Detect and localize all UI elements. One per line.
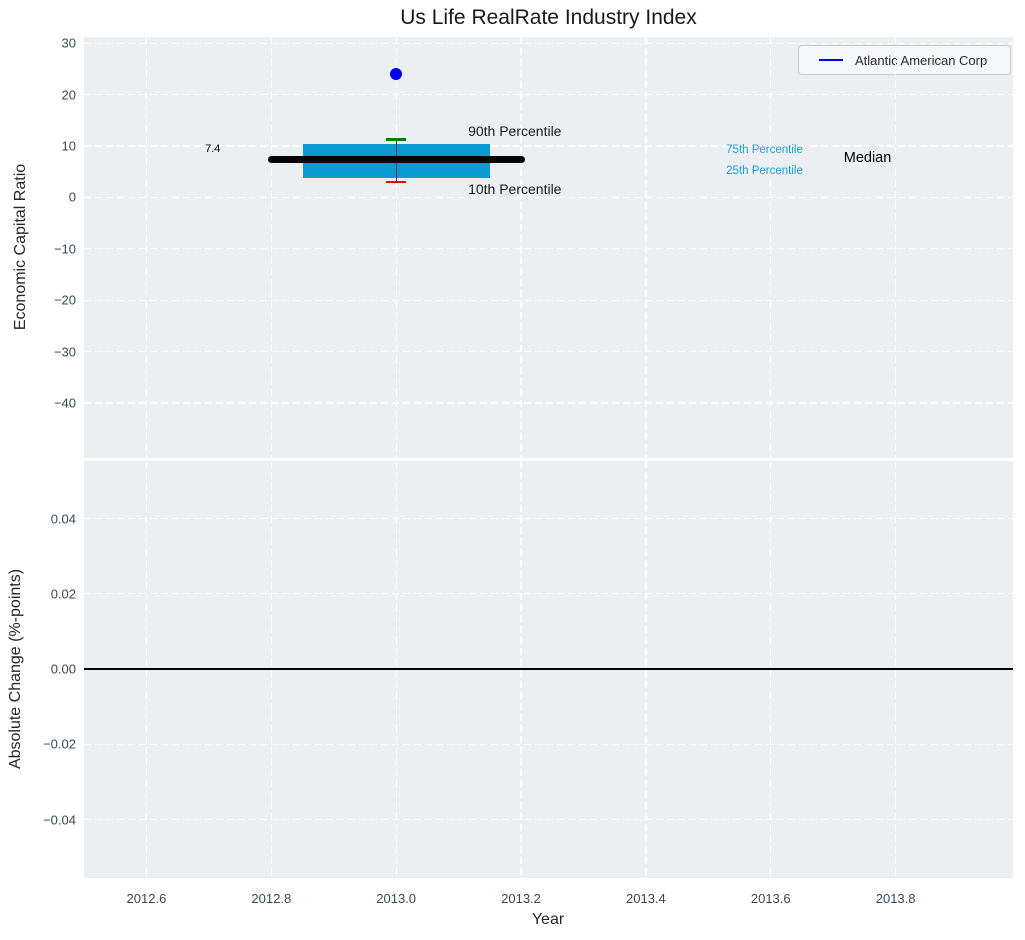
y-gridline <box>84 402 1013 404</box>
y-gridline <box>84 145 1013 147</box>
x-gridline <box>395 37 397 458</box>
x-tick-label: 2013.4 <box>626 891 666 906</box>
annotation-7-4: 7.4 <box>205 143 221 156</box>
x-gridline <box>645 37 647 458</box>
top-axes-plot-area <box>84 37 1013 458</box>
x-gridline <box>270 37 272 458</box>
y-gridline <box>84 593 1013 595</box>
y-tick-label: −40 <box>53 395 76 411</box>
x-tick-label: 2013.2 <box>501 891 541 906</box>
annotation-median: Median <box>843 150 892 167</box>
y-gridline <box>84 93 1013 96</box>
x-gridline <box>770 37 772 458</box>
p10-cap <box>386 180 407 184</box>
legend-line-sample <box>819 58 843 62</box>
y-tick-label: −0.04 <box>43 812 76 828</box>
y-tick-label: −30 <box>53 344 76 360</box>
y-gridline <box>84 819 1013 821</box>
annotation-75th-percentile: 75th Percentile <box>726 143 803 156</box>
y-gridline <box>84 248 1013 250</box>
x-gridline <box>894 37 897 458</box>
x-gridline <box>145 37 148 458</box>
y-gridline <box>84 299 1013 301</box>
x-axis-label: Year <box>531 911 565 928</box>
y-gridline <box>84 350 1013 353</box>
annotation-10th-percentile: 10th Percentile <box>468 180 562 197</box>
y-tick-label: 0 <box>68 189 76 205</box>
scatter-point <box>390 68 403 80</box>
x-tick-label: 2013.6 <box>750 891 791 906</box>
p90-cap <box>386 137 407 141</box>
chart-title: Us Life RealRate Industry Index <box>400 6 697 29</box>
x-tick-label: 2013.8 <box>875 891 916 906</box>
legend-label: Atlantic American Corp <box>855 52 988 68</box>
y-tick-label: 0.00 <box>50 661 76 677</box>
y-tick-label: −0.02 <box>43 736 76 752</box>
x-gridline <box>520 37 522 458</box>
zero-baseline <box>84 668 1013 671</box>
y-tick-label: 30 <box>61 35 76 51</box>
y-gridline <box>84 42 1013 44</box>
y-tick-label: −20 <box>53 292 76 308</box>
annotation-25th-percentile: 25th Percentile <box>726 164 803 177</box>
legend: Atlantic American Corp <box>798 45 1011 75</box>
x-tick-label: 2012.8 <box>251 891 292 906</box>
y-gridline <box>84 743 1013 746</box>
y-tick-label: 0.04 <box>50 511 76 527</box>
y-tick-label: 20 <box>61 87 76 103</box>
median-line <box>267 155 525 163</box>
y-tick-label: 10 <box>61 138 76 154</box>
y-gridline <box>84 196 1013 199</box>
x-tick-label: 2012.6 <box>126 891 167 906</box>
x-tick-label: 2013.0 <box>376 891 417 906</box>
y-gridline <box>84 517 1013 520</box>
y-tick-label: 0.02 <box>50 586 76 602</box>
annotation-90th-percentile: 90th Percentile <box>468 123 562 140</box>
y-tick-label: −10 <box>53 241 76 257</box>
